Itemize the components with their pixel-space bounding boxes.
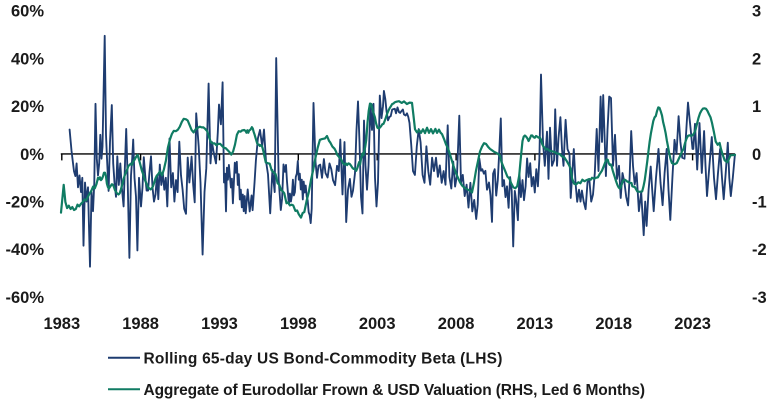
svg-text:2023: 2023 xyxy=(674,315,711,333)
svg-text:-20%: -20% xyxy=(5,194,44,212)
svg-text:Rolling 65-day US Bond-Commodi: Rolling 65-day US Bond-Commodity Beta (L… xyxy=(144,351,503,368)
svg-text:-40%: -40% xyxy=(5,241,44,259)
svg-text:2008: 2008 xyxy=(438,315,475,333)
svg-text:0%: 0% xyxy=(20,146,44,164)
svg-text:1: 1 xyxy=(752,98,761,116)
svg-text:20%: 20% xyxy=(11,98,44,116)
svg-text:-1: -1 xyxy=(752,194,767,212)
svg-text:-2: -2 xyxy=(752,241,767,259)
svg-text:60%: 60% xyxy=(11,3,44,21)
svg-text:2013: 2013 xyxy=(517,315,554,333)
svg-text:2003: 2003 xyxy=(359,315,396,333)
svg-text:1988: 1988 xyxy=(122,315,159,333)
svg-text:3: 3 xyxy=(752,3,761,21)
svg-text:-3: -3 xyxy=(752,289,767,307)
svg-text:Aggregate of Eurodollar Frown: Aggregate of Eurodollar Frown & USD Valu… xyxy=(144,382,645,399)
svg-text:2: 2 xyxy=(752,50,761,68)
svg-text:40%: 40% xyxy=(11,50,44,68)
svg-text:1993: 1993 xyxy=(201,315,238,333)
svg-text:2018: 2018 xyxy=(595,315,632,333)
svg-text:1983: 1983 xyxy=(43,315,80,333)
svg-text:1998: 1998 xyxy=(280,315,317,333)
svg-text:-60%: -60% xyxy=(5,289,44,307)
svg-text:0: 0 xyxy=(752,146,761,164)
